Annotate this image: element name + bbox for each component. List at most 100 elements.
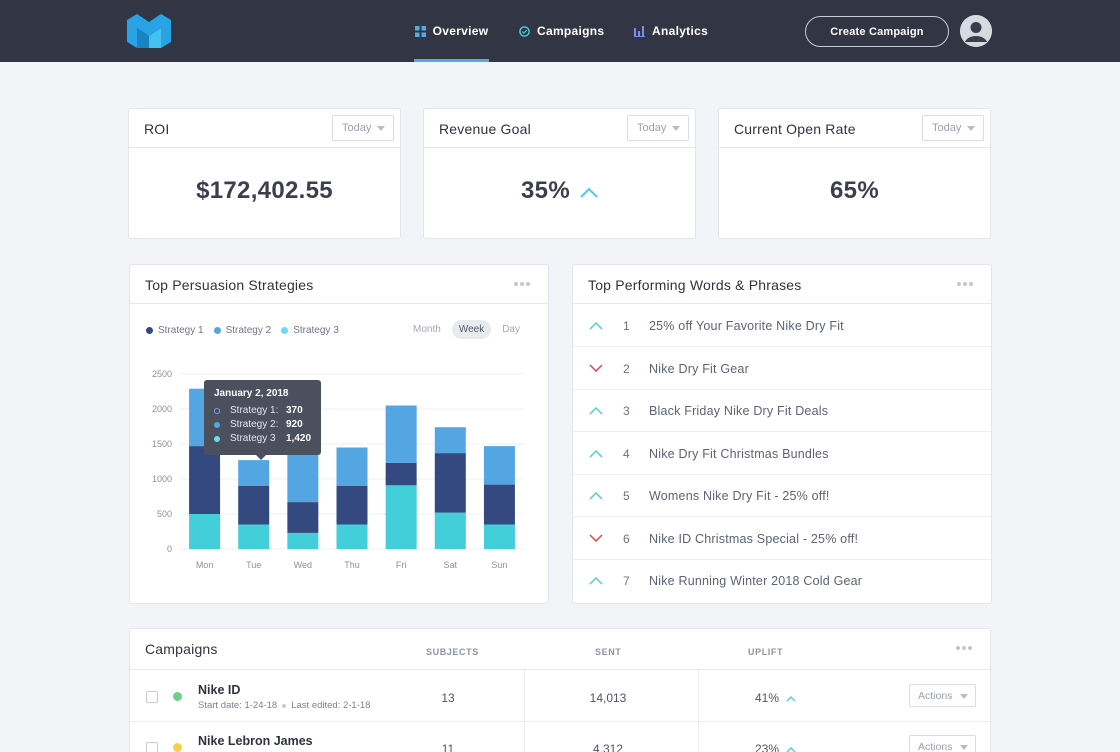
tooltip-value: 1,420: [286, 433, 312, 444]
kpi-value: 35%: [424, 177, 695, 205]
campaign-name[interactable]: Nike ID: [198, 683, 241, 697]
x-tick-label: Tue: [246, 560, 261, 570]
bar-segment[interactable]: [434, 427, 466, 454]
range-toggle: Month Week Day: [406, 320, 527, 339]
campaigns-title: Campaigns: [145, 641, 218, 657]
range-day[interactable]: Day: [502, 324, 520, 335]
row-checkbox[interactable]: [146, 691, 158, 703]
words-title: Top Performing Words & Phrases: [588, 277, 802, 293]
actions-dropdown[interactable]: Actions: [909, 735, 976, 752]
bar-chart-icon: [634, 25, 645, 37]
word-row[interactable]: 4 Nike Dry Fit Christmas Bundles: [573, 433, 991, 475]
campaign-last-edited: Last edited: 2-1-18: [291, 700, 371, 711]
x-tick-label: Mon: [196, 560, 214, 570]
bar-segment[interactable]: [287, 532, 319, 549]
word-row[interactable]: 6 Nike ID Christmas Special - 25% off!: [573, 518, 991, 560]
y-tick-label: 2500: [152, 369, 172, 379]
bar-segment[interactable]: [385, 462, 417, 486]
range-dropdown-label: Today: [637, 122, 667, 134]
bar-segment[interactable]: [483, 446, 515, 485]
bar-segment[interactable]: [287, 502, 319, 533]
campaigns-card: Campaigns SUBJECTS SENT UPLIFT Nike ID St…: [129, 628, 991, 752]
card-header: Top Performing Words & Phrases: [573, 265, 991, 304]
y-tick-label: 2000: [152, 404, 172, 414]
chart-tooltip: January 2, 2018 Strategy 1: 370 Strategy …: [204, 380, 321, 460]
bar-segment[interactable]: [238, 460, 270, 486]
range-dropdown[interactable]: Today: [332, 115, 394, 141]
row-checkbox[interactable]: [146, 742, 158, 752]
user-avatar[interactable]: [960, 15, 992, 47]
nav-overview[interactable]: Overview: [414, 0, 489, 62]
word-row[interactable]: 1 25% off Your Favorite Nike Dry Fit: [573, 305, 991, 347]
word-phrase: 25% off Your Favorite Nike Dry Fit: [649, 319, 844, 333]
word-rank: 5: [623, 489, 630, 503]
kpi-roi-card: ROI Today $172,402.55: [128, 108, 401, 239]
campaign-start-date: Start date: 1-24-18: [198, 700, 278, 711]
word-phrase: Nike Dry Fit Gear: [649, 361, 749, 376]
more-options-icon[interactable]: [956, 646, 972, 650]
bar-segment[interactable]: [483, 524, 515, 550]
word-row[interactable]: 2 Nike Dry Fit Gear: [573, 348, 991, 390]
legend-label: Strategy 3: [293, 325, 339, 336]
bar-segment[interactable]: [434, 512, 466, 549]
campaign-sent: 14,013: [589, 691, 627, 705]
range-dropdown[interactable]: Today: [627, 115, 689, 141]
tooltip-label: Strategy 2:: [230, 419, 279, 430]
word-row[interactable]: 3 Black Friday Nike Dry Fit Deals: [573, 390, 991, 432]
word-phrase: Nike Dry Fit Christmas Bundles: [649, 446, 829, 461]
caret-down-icon: [960, 745, 968, 750]
brand-logo-icon[interactable]: [127, 14, 171, 48]
bar-segment[interactable]: [189, 514, 221, 549]
trend-up-icon: [589, 576, 603, 585]
range-week[interactable]: Week: [451, 320, 492, 339]
nav-campaigns-label: Campaigns: [537, 24, 605, 38]
campaign-sent: 4,312: [592, 742, 624, 752]
legend-item[interactable]: Strategy 3: [281, 325, 339, 336]
nav-analytics[interactable]: Analytics: [634, 0, 708, 62]
actions-label: Actions: [918, 740, 953, 752]
kpi-value: 65%: [719, 177, 990, 205]
range-month[interactable]: Month: [413, 324, 441, 335]
bar-segment[interactable]: [385, 485, 417, 549]
column-header-sent[interactable]: SENT: [595, 647, 622, 657]
column-header-uplift[interactable]: UPLIFT: [748, 647, 784, 657]
column-header-subjects[interactable]: SUBJECTS: [426, 647, 479, 657]
bar-segment[interactable]: [238, 524, 270, 550]
actions-dropdown[interactable]: Actions: [909, 684, 976, 707]
tooltip-row: Strategy 3 1,420: [214, 433, 314, 444]
create-campaign-button[interactable]: Create Campaign: [805, 16, 949, 47]
trend-up-icon: [589, 321, 603, 330]
range-dropdown[interactable]: Today: [922, 115, 984, 141]
legend-item[interactable]: Strategy 2: [213, 325, 271, 336]
bar-segment[interactable]: [483, 484, 515, 525]
bar-segment[interactable]: [336, 447, 368, 487]
top-bar: Overview Campaigns Analytics Create Camp…: [0, 0, 1120, 62]
word-phrase: Nike Running Winter 2018 Cold Gear: [649, 574, 863, 588]
kpi-title: Current Open Rate: [734, 121, 856, 137]
bar-segment[interactable]: [238, 486, 270, 525]
bar-segment[interactable]: [434, 453, 466, 513]
bar-segment[interactable]: [385, 405, 417, 463]
x-tick-label: Fri: [396, 560, 407, 570]
table-row[interactable]: Nike Lebron JamesStart date: 1-24-18Last…: [130, 721, 990, 752]
word-row[interactable]: 7 Nike Running Winter 2018 Cold Gear: [573, 560, 991, 602]
table-row[interactable]: Nike ID Start date: 1-24-18 Last edited: 2…: [130, 670, 990, 722]
campaign-name[interactable]: Nike Lebron James: [198, 734, 313, 748]
bar-segment[interactable]: [336, 524, 368, 550]
legend-swatch: [213, 327, 221, 334]
y-tick-label: 0: [167, 544, 172, 554]
word-row[interactable]: 5 Womens Nike Dry Fit - 25% off!: [573, 475, 991, 517]
word-rank: 6: [623, 531, 630, 546]
word-rank: 4: [623, 446, 630, 461]
kpi-value-text: $172,402.55: [196, 177, 333, 204]
circle-check-icon: [519, 25, 530, 37]
trend-up-icon: [589, 491, 603, 500]
bar-segment[interactable]: [336, 486, 368, 525]
bar-segment[interactable]: [189, 446, 221, 514]
more-options-icon[interactable]: [957, 282, 973, 286]
x-tick-label: Thu: [344, 560, 360, 570]
caret-down-icon: [377, 126, 385, 131]
legend-item[interactable]: Strategy 1: [146, 325, 204, 336]
nav-campaigns[interactable]: Campaigns: [519, 0, 604, 62]
more-options-icon[interactable]: [514, 282, 530, 286]
